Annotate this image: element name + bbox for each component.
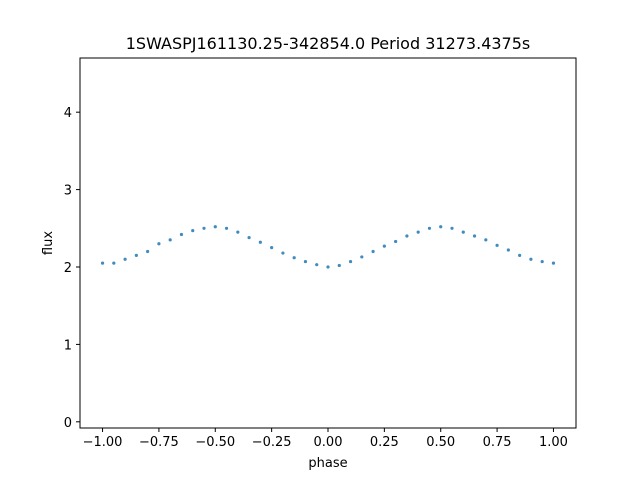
x-tick-label: 0.00 [314,435,343,450]
data-point [179,232,184,237]
data-point [157,242,161,246]
x-axis: −1.00 −0.75 −0.50 −0.25 0.00 0.25 0.50 0.75 1.00 [83,428,568,450]
data-point [247,235,251,240]
y-axis-label: flux [41,231,56,255]
data-point [202,226,206,230]
data-point [134,253,138,257]
x-tick-label: −0.25 [252,435,292,450]
data-point [213,225,217,229]
y-tick-label: 0 [64,416,72,431]
x-tick-label: 0.25 [370,435,399,450]
data-point [168,238,172,242]
data-point [461,230,465,234]
data-point [506,248,510,252]
data-point [281,251,285,255]
data-point [439,225,443,229]
data-point [427,226,432,230]
data-point [292,256,296,260]
data-point [529,257,533,261]
data-point [495,243,499,247]
data-point [100,261,105,265]
data-point [348,259,353,264]
x-tick-label: 1.00 [539,435,568,450]
x-tick-label: −1.00 [83,435,123,450]
data-point [416,230,420,234]
data-point [146,249,150,254]
data-point [191,229,195,233]
data-point [472,234,477,238]
x-tick-label: −0.50 [195,435,235,450]
data-point [551,261,556,265]
data-point [123,257,127,261]
x-tick-label: 0.75 [483,435,512,450]
data-point [360,255,364,259]
data-point [518,253,522,257]
data-point [540,259,544,264]
data-point [405,234,409,238]
data-point [382,244,386,248]
data-point [315,263,319,267]
data-point [337,263,341,268]
x-axis-label: phase [308,456,347,471]
data-point [394,239,398,244]
data-point [258,240,262,244]
x-tick-label: 0.50 [426,435,455,450]
y-tick-label: 3 [64,184,72,199]
y-tick-label: 4 [64,106,72,121]
data-point [371,249,375,254]
data-point [112,261,116,265]
data-point [270,246,274,250]
data-point [326,265,330,269]
data-point [484,238,488,242]
data-point [303,259,308,264]
y-tick-label: 2 [64,261,72,276]
data-point [236,230,240,234]
y-tick-label: 1 [64,338,72,353]
chart-title: 1SWASPJ161130.25-342854.0 Period 31273.4… [126,34,531,53]
x-tick-label: −0.75 [139,435,179,450]
y-axis: 0 1 2 3 4 [64,106,80,431]
data-point [450,226,454,230]
scatter-points [100,225,556,269]
data-point [224,226,229,230]
